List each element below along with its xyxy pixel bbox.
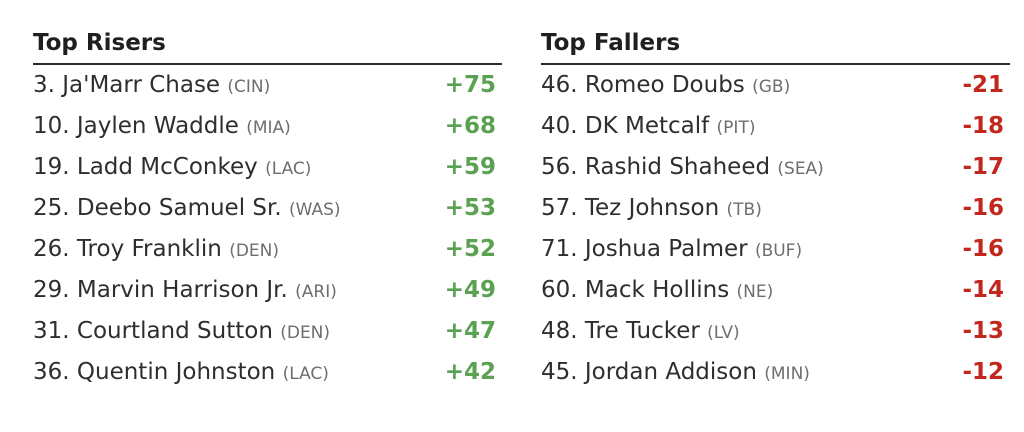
player-label: 19. Ladd McConkey (LAC) [33,154,312,180]
top-fallers-table: Top Fallers 46. Romeo Doubs (GB) -21 40. D… [541,30,1010,393]
player-label: 31. Courtland Sutton (DEN) [33,318,331,344]
rank-change-value: -12 [962,359,1004,385]
rank-change-value: +42 [444,359,496,385]
rank-change-value: +68 [444,113,496,139]
team-code: (DEN) [229,241,280,261]
player-label: 60. Mack Hollins (NE) [541,277,774,303]
player-label: 10. Jaylen Waddle (MIA) [33,113,291,139]
team-code: (LAC) [282,364,329,384]
team-code: (LV) [707,323,740,343]
player-row: 29. Marvin Harrison Jr. (ARI) +49 [33,270,502,311]
team-code: (GB) [752,77,791,97]
player-row: 25. Deebo Samuel Sr. (WAS) +53 [33,188,502,229]
player-label: 45. Jordan Addison (MIN) [541,359,810,385]
team-code: (NE) [736,282,774,302]
player-row: 40. DK Metcalf (PIT) -18 [541,106,1010,147]
rank-change-value: +52 [444,236,496,262]
player-row: 45. Jordan Addison (MIN) -12 [541,352,1010,393]
player-label: 40. DK Metcalf (PIT) [541,113,756,139]
rank-change-value: +59 [444,154,496,180]
player-row: 36. Quentin Johnston (LAC) +42 [33,352,502,393]
rank-change-value: -13 [962,318,1004,344]
top-risers-rows: 3. Ja'Marr Chase (CIN) +75 10. Jaylen Wadd… [33,65,502,393]
player-label: 29. Marvin Harrison Jr. (ARI) [33,277,337,303]
player-label: 71. Joshua Palmer (BUF) [541,236,803,262]
player-label: 36. Quentin Johnston (LAC) [33,359,329,385]
rank-change-value: +53 [444,195,496,221]
team-code: (BUF) [754,241,803,261]
team-code: (DEN) [280,323,331,343]
player-label: 56. Rashid Shaheed (SEA) [541,154,824,180]
rank-change-value: -18 [962,113,1004,139]
team-code: (SEA) [777,159,824,179]
player-row: 3. Ja'Marr Chase (CIN) +75 [33,65,502,106]
top-risers-title: Top Risers [33,30,502,65]
team-code: (PIT) [716,118,756,138]
rank-change-value: +49 [444,277,496,303]
rank-change-value: -17 [962,154,1004,180]
team-code: (WAS) [288,200,341,220]
player-label: 46. Romeo Doubs (GB) [541,72,791,98]
player-row: 19. Ladd McConkey (LAC) +59 [33,147,502,188]
top-risers-table: Top Risers 3. Ja'Marr Chase (CIN) +75 10. … [33,30,502,393]
player-row: 31. Courtland Sutton (DEN) +47 [33,311,502,352]
player-row: 56. Rashid Shaheed (SEA) -17 [541,147,1010,188]
rank-change-value: -16 [962,236,1004,262]
rank-change-value: +75 [444,72,496,98]
team-code: (MIA) [246,118,291,138]
player-row: 48. Tre Tucker (LV) -13 [541,311,1010,352]
rank-change-value: -16 [962,195,1004,221]
team-code: (MIN) [764,364,810,384]
team-code: (TB) [726,200,762,220]
player-row: 10. Jaylen Waddle (MIA) +68 [33,106,502,147]
top-fallers-title: Top Fallers [541,30,1010,65]
player-row: 46. Romeo Doubs (GB) -21 [541,65,1010,106]
team-code: (LAC) [265,159,312,179]
rank-movers-board: Top Risers 3. Ja'Marr Chase (CIN) +75 10. … [33,30,1010,393]
player-row: 26. Troy Franklin (DEN) +52 [33,229,502,270]
player-row: 71. Joshua Palmer (BUF) -16 [541,229,1010,270]
player-row: 57. Tez Johnson (TB) -16 [541,188,1010,229]
rank-change-value: -14 [962,277,1004,303]
rank-change-value: -21 [962,72,1004,98]
team-code: (ARI) [295,282,337,302]
player-label: 57. Tez Johnson (TB) [541,195,762,221]
player-label: 25. Deebo Samuel Sr. (WAS) [33,195,341,221]
player-label: 26. Troy Franklin (DEN) [33,236,280,262]
player-row: 60. Mack Hollins (NE) -14 [541,270,1010,311]
rank-change-value: +47 [444,318,496,344]
player-label: 48. Tre Tucker (LV) [541,318,740,344]
team-code: (CIN) [227,77,271,97]
player-label: 3. Ja'Marr Chase (CIN) [33,72,271,98]
top-fallers-rows: 46. Romeo Doubs (GB) -21 40. DK Metcalf (P… [541,65,1010,393]
